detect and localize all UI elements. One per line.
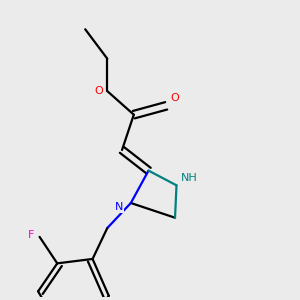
Text: O: O	[171, 94, 179, 103]
Text: NH: NH	[182, 173, 198, 183]
Text: O: O	[94, 86, 103, 96]
Text: N: N	[115, 202, 123, 212]
Text: F: F	[28, 230, 34, 240]
